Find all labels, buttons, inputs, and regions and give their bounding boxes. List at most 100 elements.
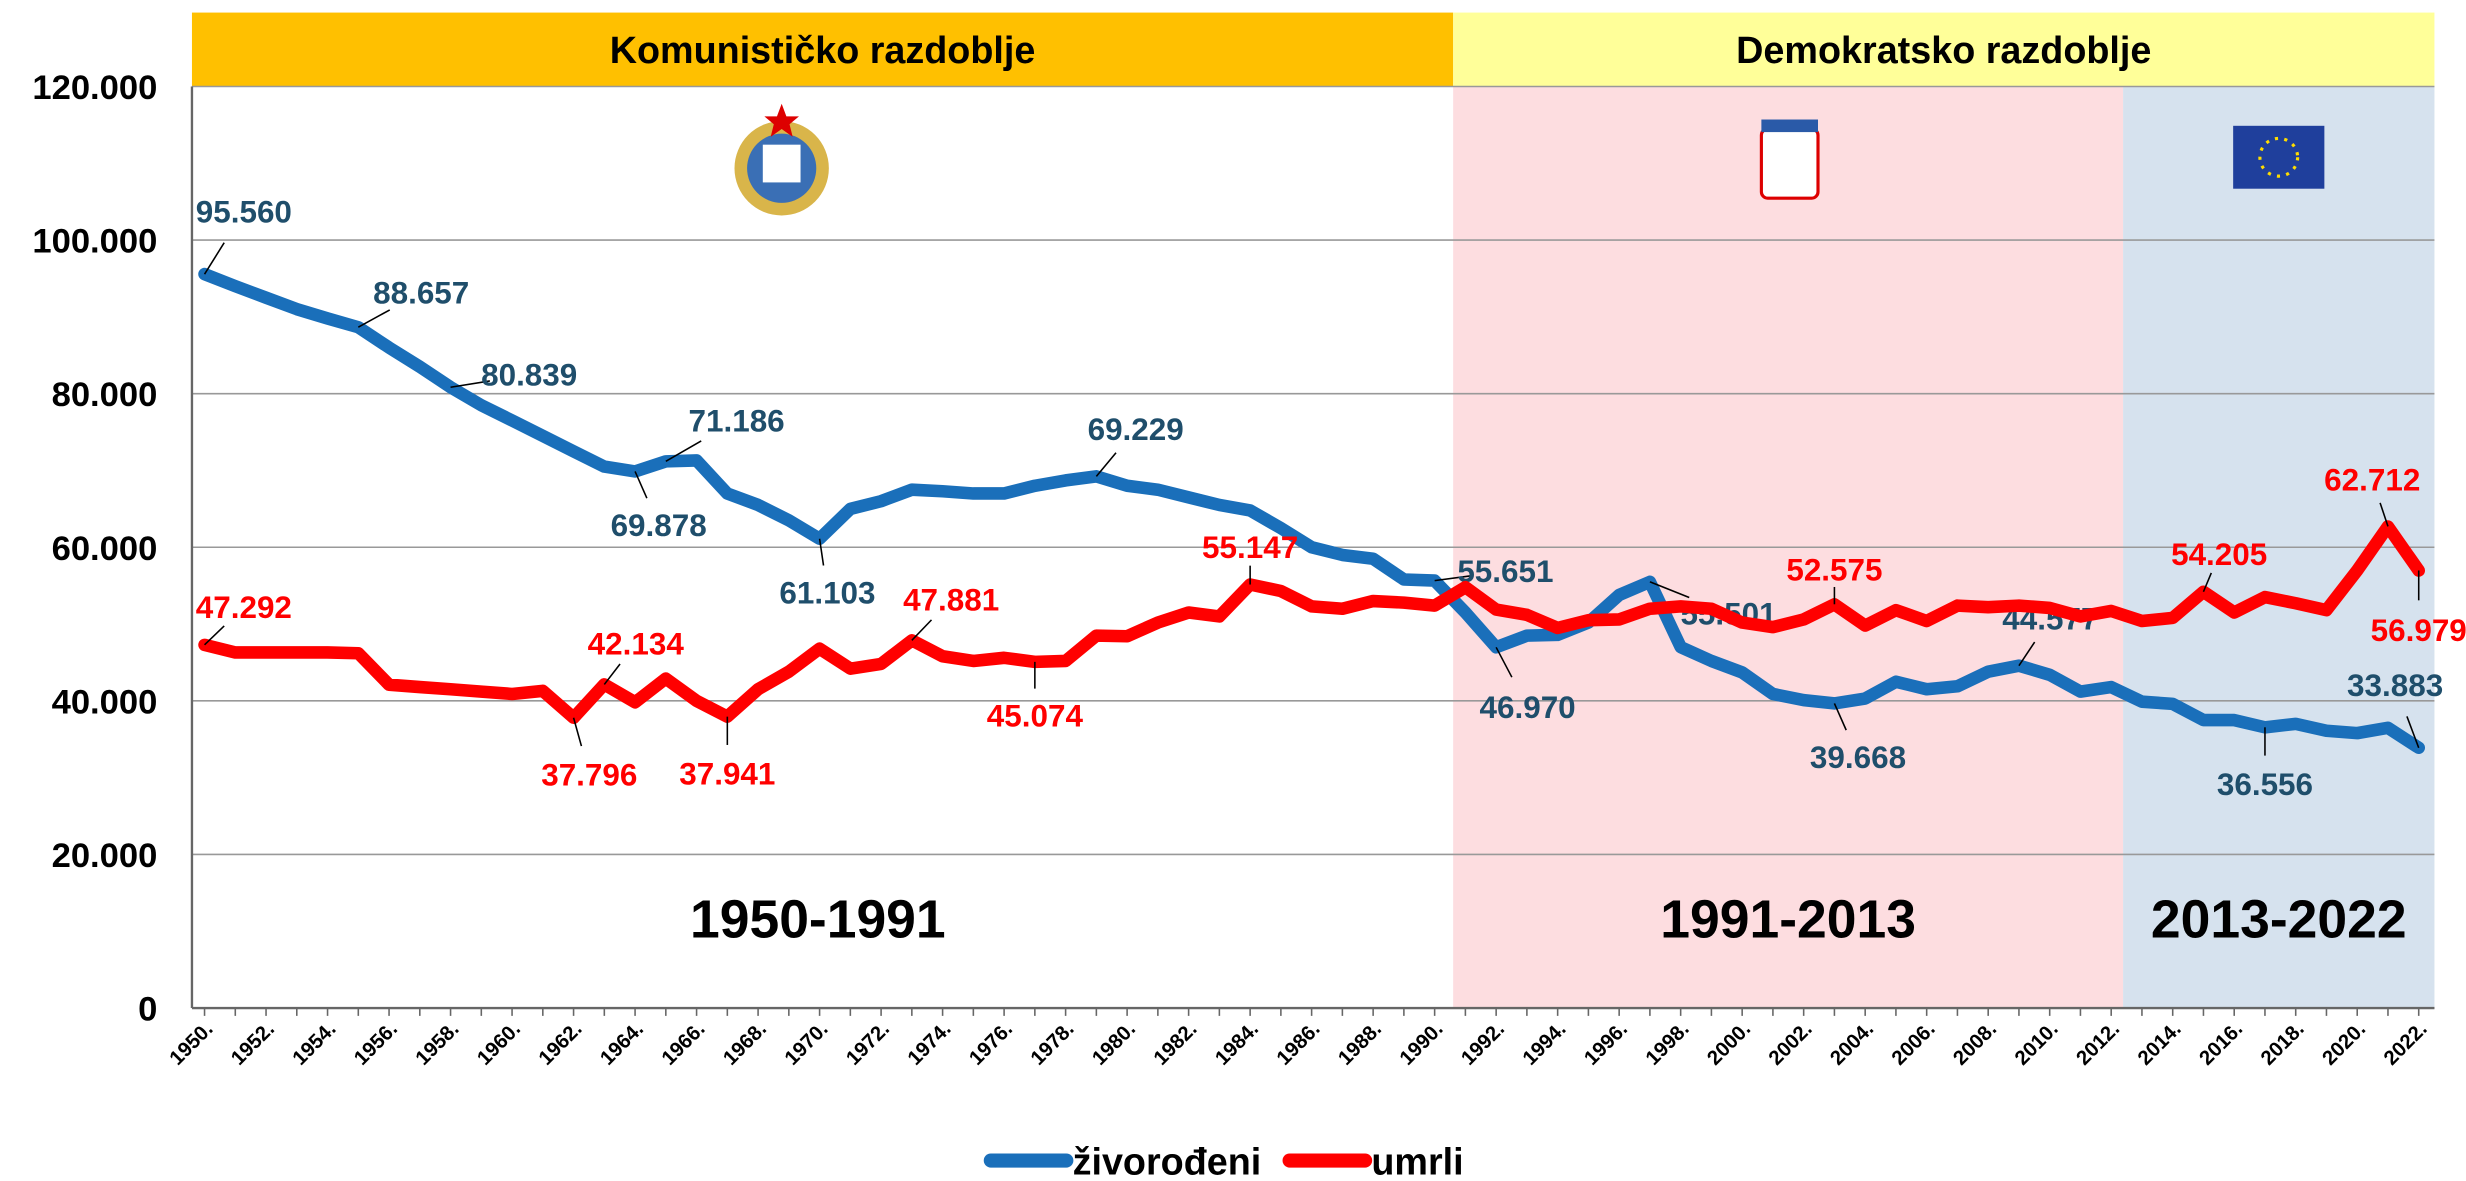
- x-tick-label: 1954.: [288, 1017, 340, 1069]
- leader-line: [603, 663, 621, 685]
- data-label: 47.881: [903, 582, 999, 617]
- data-label: 47.292: [196, 590, 292, 625]
- x-tick-label: 2002.: [1764, 1017, 1816, 1069]
- period-title: Demokratsko razdoblje: [1736, 29, 2151, 71]
- leader-line: [1833, 703, 1847, 731]
- x-tick-label: 2022.: [2379, 1017, 2431, 1069]
- data-label: 36.556: [2217, 767, 2313, 802]
- x-tick-label: 1976.: [965, 1017, 1017, 1069]
- legend-label: umrli: [1371, 1141, 1463, 1181]
- data-label: 37.941: [679, 756, 775, 791]
- data-label: 42.134: [588, 627, 685, 662]
- period-title: Komunističko razdoblje: [610, 29, 1036, 71]
- leader-line: [1434, 575, 1471, 582]
- x-tick-label: 1952.: [227, 1017, 279, 1069]
- data-label: 69.878: [611, 508, 707, 543]
- data-label: 52.575: [1786, 553, 1882, 588]
- y-tick-label: 120.000: [32, 69, 157, 107]
- leader-line: [2018, 641, 2036, 667]
- data-label: 39.668: [1810, 740, 1906, 775]
- x-tick-label: 1996.: [1580, 1017, 1632, 1069]
- data-label: 55.651: [1457, 554, 1553, 589]
- leader-line: [203, 625, 225, 646]
- x-tick-label: 2012.: [2072, 1017, 2124, 1069]
- x-tick-label: 1962.: [534, 1017, 586, 1069]
- x-tick-label: 1960.: [473, 1017, 525, 1069]
- data-label: 69.229: [1088, 412, 1184, 447]
- x-tick-label: 2010.: [2010, 1017, 2062, 1069]
- leader-line: [665, 440, 702, 463]
- y-tick-label: 80.000: [52, 376, 158, 414]
- data-label: 71.186: [689, 403, 785, 438]
- series-line: [198, 520, 2426, 725]
- y-tick-label: 100.000: [32, 223, 157, 261]
- leader-line: [450, 380, 490, 389]
- era-label: 1991-2013: [1660, 890, 1916, 949]
- x-tick-label: 2016.: [2195, 1017, 2247, 1069]
- emblem: [734, 103, 829, 216]
- x-tick-label: 1968.: [719, 1017, 771, 1069]
- x-tick-label: 1956.: [350, 1017, 402, 1069]
- data-label: 37.796: [541, 757, 637, 792]
- y-tick-label: 40.000: [52, 683, 158, 721]
- emblem: [1759, 119, 1820, 200]
- x-tick-label: 2014.: [2133, 1017, 2185, 1069]
- data-label: 61.103: [779, 575, 875, 610]
- y-tick-label: 60.000: [52, 530, 158, 568]
- era-label: 2013-2022: [2151, 890, 2407, 949]
- leader-line: [911, 619, 933, 641]
- leader-line: [634, 471, 648, 499]
- data-label: 54.205: [2171, 537, 2267, 572]
- data-label: 55.147: [1202, 530, 1298, 565]
- leader-line: [818, 538, 825, 566]
- y-tick-label: 20.000: [52, 837, 158, 875]
- series-line: [198, 267, 2426, 755]
- data-label: 46.970: [1480, 690, 1576, 725]
- leader-line: [2406, 716, 2420, 749]
- x-tick-label: 1972.: [842, 1017, 894, 1069]
- x-tick-label: 1978.: [1026, 1017, 1078, 1069]
- x-tick-label: 2008.: [1949, 1017, 2001, 1069]
- x-tick-label: 2020.: [2318, 1017, 2370, 1069]
- x-tick-label: 1984.: [1211, 1017, 1263, 1069]
- x-tick-label: 2006.: [1887, 1017, 1939, 1069]
- data-label: 45.074: [987, 698, 1084, 733]
- leader-line: [2379, 502, 2389, 527]
- x-tick-label: 1988.: [1334, 1017, 1386, 1069]
- leader-line: [572, 717, 583, 747]
- data-label: 33.883: [2347, 668, 2443, 703]
- x-tick-label: 1950.: [165, 1017, 217, 1069]
- leader-line: [357, 309, 391, 328]
- x-tick-label: 1964.: [596, 1017, 648, 1069]
- era-label: 1950-1991: [690, 890, 946, 949]
- leader-line: [1495, 646, 1513, 678]
- leader-line: [1095, 452, 1117, 477]
- leader-line: [2202, 572, 2213, 593]
- x-tick-label: 2004.: [1826, 1017, 1878, 1069]
- x-tick-label: 1970.: [780, 1017, 832, 1069]
- data-label: 56.979: [2371, 613, 2466, 648]
- data-label: 80.839: [481, 358, 577, 393]
- x-tick-label: 1974.: [903, 1017, 955, 1069]
- x-tick-label: 1986.: [1272, 1017, 1324, 1069]
- y-tick-label: 0: [138, 991, 157, 1029]
- x-tick-label: 1998.: [1641, 1017, 1693, 1069]
- x-tick-label: 1982.: [1149, 1017, 1201, 1069]
- data-label: 88.657: [373, 276, 469, 311]
- x-tick-label: 1990.: [1395, 1017, 1447, 1069]
- x-tick-label: 1966.: [657, 1017, 709, 1069]
- x-tick-label: 2000.: [1703, 1017, 1755, 1069]
- data-label: 62.712: [2324, 462, 2420, 497]
- period-header: [191, 12, 1454, 87]
- x-tick-label: 1980.: [1088, 1017, 1140, 1069]
- period-header: [1453, 12, 2435, 87]
- x-tick-label: 1992.: [1457, 1017, 1509, 1069]
- x-tick-label: 2018.: [2256, 1017, 2308, 1069]
- leader-line: [203, 242, 225, 275]
- data-label: 95.560: [196, 194, 292, 229]
- x-tick-label: 1958.: [411, 1017, 463, 1069]
- x-tick-label: 1994.: [1518, 1017, 1570, 1069]
- eu-flag: [2233, 125, 2325, 189]
- leader-line: [1649, 581, 1690, 599]
